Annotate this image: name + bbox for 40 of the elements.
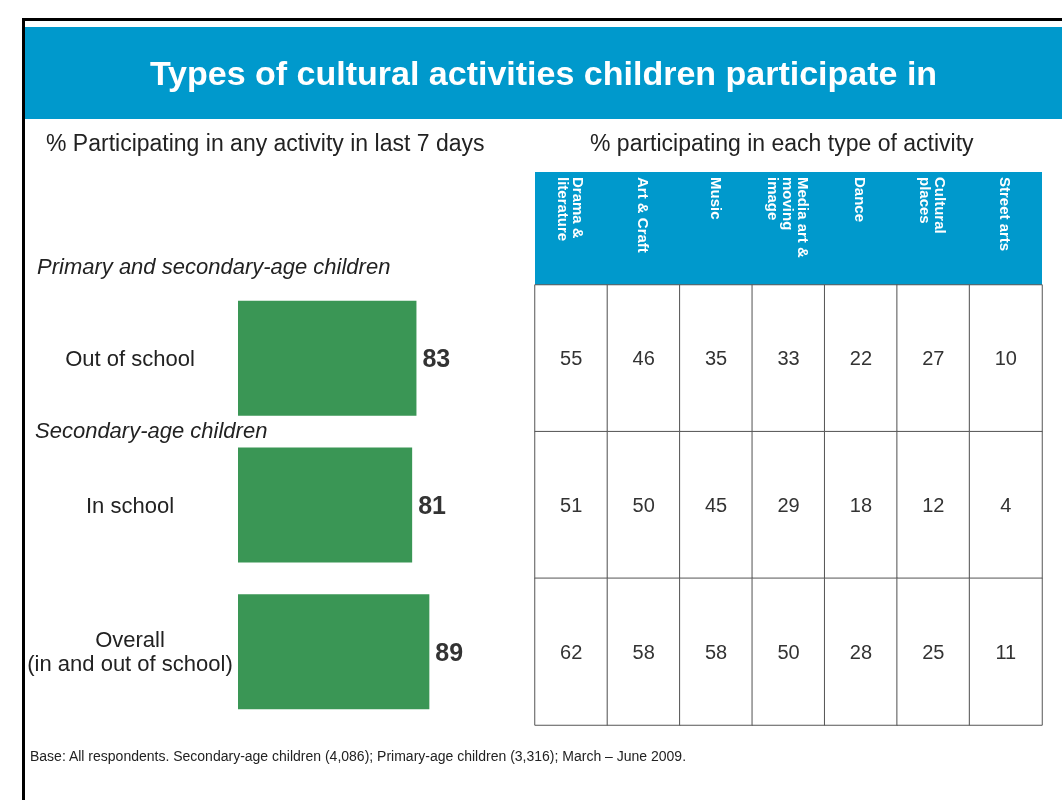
data-label: 25 <box>922 640 945 663</box>
data-label: 22 <box>849 347 873 370</box>
data-label: 11 <box>995 640 1017 663</box>
data-label: 45 <box>704 494 728 516</box>
data-label: 12 <box>922 494 945 516</box>
data-label: 28 <box>849 640 873 663</box>
data-label: 29 <box>777 494 800 516</box>
y-tick-label: Out of school <box>65 345 195 371</box>
data-label: 55 <box>560 347 583 370</box>
data-label: 27 <box>922 347 945 370</box>
y-tick-label: In school <box>85 492 175 518</box>
x-tick-label: Art & Craft <box>635 177 653 253</box>
x-tick-label: Cultural places <box>917 177 950 234</box>
data-label: 51 <box>560 494 583 516</box>
data-label: 4 <box>1000 494 1012 516</box>
data-label: 50 <box>632 494 655 516</box>
data-label: 46 <box>632 347 655 370</box>
data-label: 83 <box>422 344 451 373</box>
annotation: Secondary-age children <box>35 418 268 444</box>
x-tick-label: Drama & literature <box>555 177 588 242</box>
y-tick-label: Overall (in and out of school) <box>27 627 233 677</box>
data-label: 33 <box>777 347 800 370</box>
data-label: 81 <box>418 491 447 519</box>
data-label: 58 <box>704 640 728 663</box>
x-tick-label: Street arts <box>997 177 1015 252</box>
chart-title: % participating in each type of activity <box>590 130 974 157</box>
x-tick-label: Dance <box>852 177 870 223</box>
data-label: 58 <box>632 640 655 663</box>
x-tick-label: Media art & moving image <box>765 177 812 259</box>
data-label: 35 <box>704 347 728 370</box>
text: Types of cultural activities children participate in <box>25 27 1062 119</box>
data-label: 50 <box>777 640 800 663</box>
data-label: 62 <box>560 640 583 663</box>
data-label: 18 <box>849 494 873 516</box>
text: Primary and secondary-age children <box>37 254 391 280</box>
data-label: 89 <box>435 637 464 666</box>
text: Base: All respondents. Secondary-age children (4,086); Primary-age children (3,316); March – June 2009. <box>30 748 687 764</box>
data-label: 10 <box>994 347 1017 370</box>
chart-subtitle: % Participating in any activity in last 7 days <box>46 130 485 157</box>
x-tick-label: Music <box>707 177 725 220</box>
